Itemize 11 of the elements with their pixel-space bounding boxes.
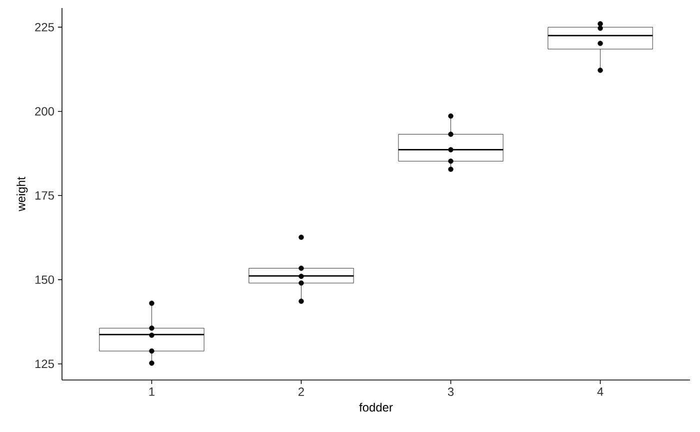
y-tick-label: 175 bbox=[35, 191, 54, 200]
x-tick-label: 3 bbox=[448, 388, 454, 396]
x-tick-label: 4 bbox=[597, 388, 604, 396]
y-tick-label: 150 bbox=[35, 275, 54, 284]
x-tick-label: 1 bbox=[149, 388, 154, 396]
y-tick-label: 225 bbox=[35, 22, 54, 32]
y-axis-title: weight bbox=[16, 176, 28, 212]
y-tick-label: 200 bbox=[35, 107, 54, 116]
x-axis-title: fodder bbox=[359, 402, 393, 412]
y-tick-label: 125 bbox=[35, 360, 54, 368]
x-tick-label: 2 bbox=[298, 388, 304, 396]
